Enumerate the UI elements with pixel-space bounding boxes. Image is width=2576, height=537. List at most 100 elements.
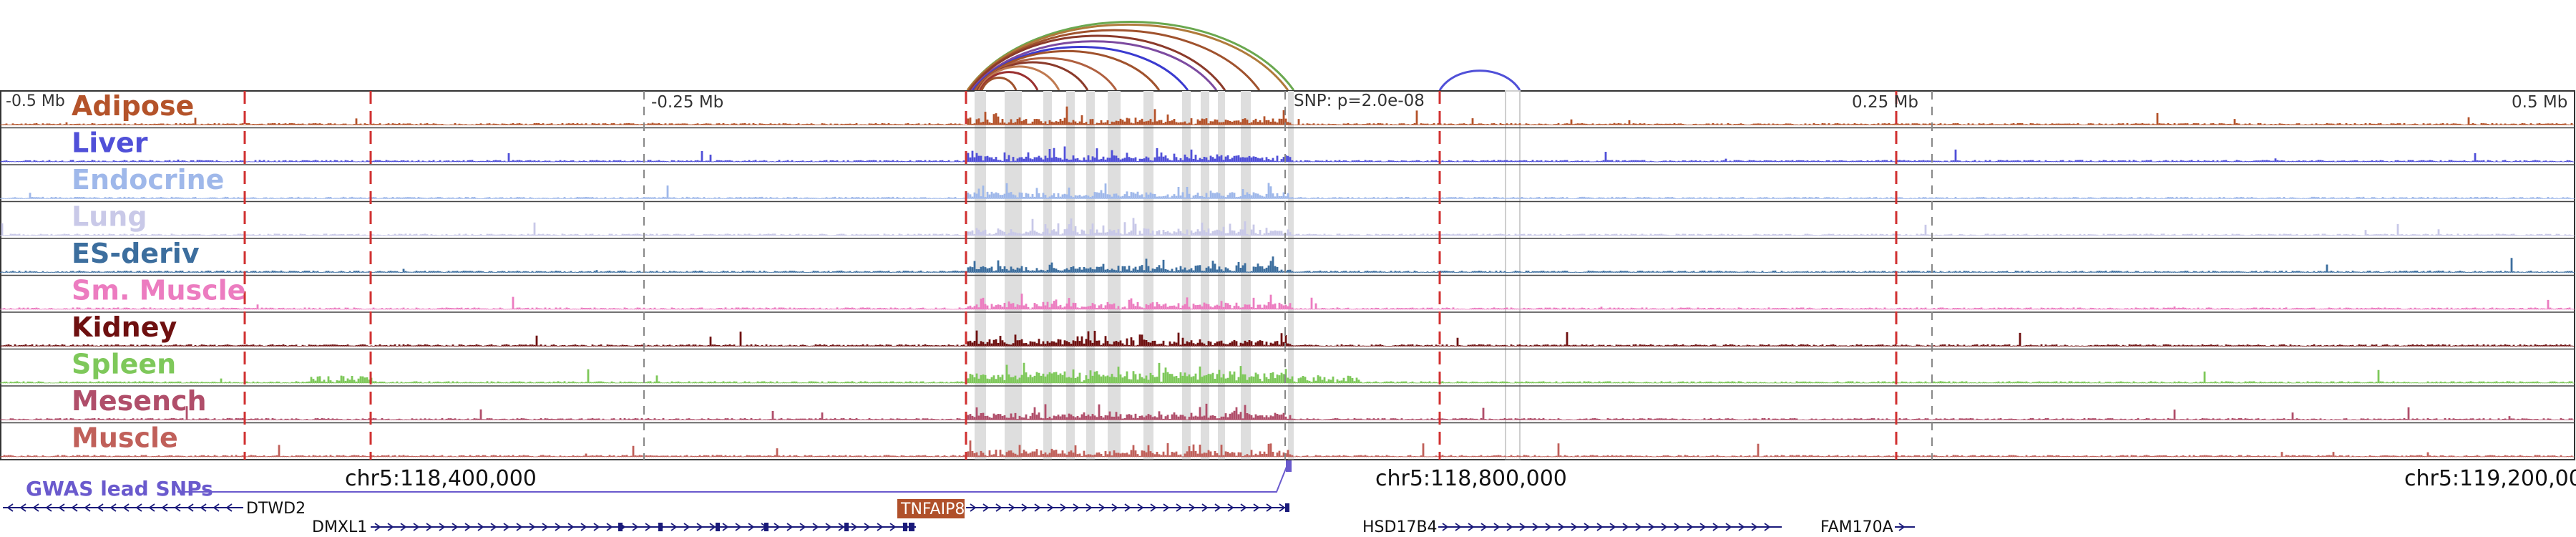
scale-left-end: -0.5 Mb xyxy=(6,92,65,110)
strand-arrow xyxy=(1137,503,1144,512)
gwas-connector xyxy=(177,463,1289,493)
strand-arrow xyxy=(812,523,819,531)
strand-arrow xyxy=(864,523,871,531)
strand-arrow xyxy=(709,523,716,531)
strand-arrow xyxy=(1699,523,1707,531)
strand-arrow xyxy=(851,523,858,531)
strand-arrow xyxy=(71,503,78,512)
strand-arrow xyxy=(1266,503,1273,512)
strand-arrow xyxy=(838,523,845,531)
strand-arrow xyxy=(213,503,220,512)
gene-label-fam170a[interactable]: FAM170A xyxy=(1820,518,1893,536)
strand-arrow xyxy=(970,503,977,512)
scale-right-end: 0.5 Mb xyxy=(2512,93,2567,112)
strand-arrow xyxy=(748,523,755,531)
signal-tracks xyxy=(0,106,2575,460)
strand-arrow xyxy=(477,523,484,531)
scale-right-mid: 0.25 Mb xyxy=(1852,93,1918,112)
strand-arrow xyxy=(1609,523,1616,531)
strand-arrow xyxy=(1111,503,1118,512)
gene-label-hsd17b4[interactable]: HSD17B4 xyxy=(1362,518,1438,536)
strand-arrow xyxy=(1060,503,1067,512)
strand-arrow xyxy=(982,503,990,512)
coord-label-right: chr5:119,200,000 xyxy=(2404,466,2576,491)
strand-arrow xyxy=(32,503,39,512)
strand-arrow xyxy=(567,523,575,531)
strand-arrow xyxy=(735,523,742,531)
strand-arrow xyxy=(19,503,26,512)
strand-arrow xyxy=(225,503,233,512)
strand-arrow xyxy=(1687,523,1694,531)
strand-arrow xyxy=(1214,503,1221,512)
signal-track-es-deriv xyxy=(0,256,2575,273)
strand-arrow xyxy=(1738,523,1745,531)
strand-arrow xyxy=(1176,503,1183,512)
track-labels: Adipose Liver Endocrine Lung ES-deriv Sm. Mus… xyxy=(72,90,245,454)
track-label: Sm. Muscle xyxy=(72,275,245,306)
strand-arrow xyxy=(439,523,446,531)
exon xyxy=(618,523,623,531)
gene-label-dtwd2[interactable]: DTWD2 xyxy=(246,500,306,518)
strand-arrow xyxy=(1493,523,1501,531)
signal-track-liver xyxy=(0,146,2575,163)
exon xyxy=(844,523,849,531)
coord-label-mid: chr5:118,800,000 xyxy=(1375,466,1567,491)
chromatin-loop-arc xyxy=(970,40,1218,91)
strand-arrow xyxy=(1124,503,1131,512)
track-label: Lung xyxy=(72,201,147,233)
track-label: Kidney xyxy=(72,311,177,343)
strand-arrow xyxy=(1764,523,1771,531)
region-markers xyxy=(243,91,1933,460)
strand-arrow xyxy=(122,503,130,512)
strand-arrow xyxy=(722,523,729,531)
strand-arrow xyxy=(1442,523,1449,531)
strand-arrow xyxy=(1034,503,1041,512)
exon xyxy=(1285,503,1289,512)
signal-track-adipose xyxy=(0,106,2575,125)
strand-arrow xyxy=(683,523,691,531)
strand-arrow xyxy=(84,503,91,512)
gwas-snp-marker[interactable] xyxy=(1286,460,1292,472)
strand-arrow xyxy=(1622,523,1629,531)
strand-arrow xyxy=(696,523,703,531)
gene-label-dmxl1[interactable]: DMXL1 xyxy=(312,518,367,536)
track-label: ES-deriv xyxy=(72,238,200,269)
strand-arrow xyxy=(1253,503,1260,512)
chromatin-loop-arc xyxy=(1438,69,1521,91)
strand-arrow xyxy=(1468,523,1475,531)
strand-arrow xyxy=(593,523,600,531)
gwas-label: GWAS lead SNPs xyxy=(26,477,213,500)
exon xyxy=(764,523,769,531)
chromatin-loop-arc xyxy=(969,34,1226,91)
signal-track-muscle xyxy=(0,440,2575,458)
strand-arrow xyxy=(995,503,1002,512)
track-label: Endocrine xyxy=(72,164,224,195)
strand-arrow xyxy=(1519,523,1526,531)
strand-arrow xyxy=(529,523,536,531)
strand-arrow xyxy=(174,503,181,512)
strand-arrow xyxy=(374,523,381,531)
strand-arrow xyxy=(187,503,194,512)
gene-highlight-box[interactable] xyxy=(897,499,965,518)
strand-arrow xyxy=(135,503,142,512)
strand-arrow xyxy=(97,503,104,512)
scale-left-mid: -0.25 Mb xyxy=(651,93,723,112)
strand-arrow xyxy=(632,523,639,531)
strand-arrow xyxy=(45,503,52,512)
strand-arrow xyxy=(555,523,562,531)
strand-arrow xyxy=(645,523,652,531)
strand-arrow xyxy=(1712,523,1719,531)
track-label: Adipose xyxy=(72,90,194,122)
strand-arrow xyxy=(1279,503,1286,512)
exon xyxy=(903,523,907,531)
strand-arrow xyxy=(542,523,549,531)
strand-arrow xyxy=(1661,523,1668,531)
strand-arrow xyxy=(161,503,168,512)
gene-label-tnfaip8[interactable]: TNFAIP8 xyxy=(900,500,965,518)
strand-arrow xyxy=(1545,523,1552,531)
strand-arrow xyxy=(1898,523,1906,531)
strand-arrow xyxy=(200,503,207,512)
strand-arrow xyxy=(1648,523,1655,531)
strand-arrow xyxy=(786,523,794,531)
